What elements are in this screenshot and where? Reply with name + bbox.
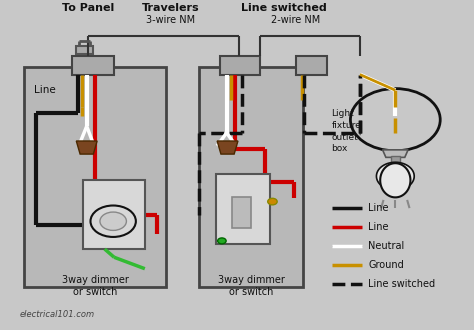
Text: Travelers: Travelers (142, 3, 200, 13)
Polygon shape (380, 163, 410, 197)
Bar (24, 67, 166, 287)
Polygon shape (376, 162, 414, 190)
Text: Line: Line (368, 203, 389, 213)
Polygon shape (217, 141, 238, 154)
Bar (232, 197, 251, 228)
Text: Line: Line (34, 85, 55, 95)
Text: 2-wire NM: 2-wire NM (272, 15, 321, 25)
Circle shape (218, 238, 226, 244)
Circle shape (268, 198, 277, 205)
Bar (391, 156, 400, 162)
Bar (216, 174, 270, 244)
Text: electrical101.com: electrical101.com (19, 311, 95, 319)
Bar (199, 67, 303, 287)
Text: 3way dimmer
or switch: 3way dimmer or switch (218, 275, 284, 297)
Circle shape (91, 206, 136, 237)
Bar (76, 46, 93, 54)
Bar (72, 56, 114, 75)
Bar (219, 56, 260, 75)
Text: Line: Line (368, 222, 389, 232)
Text: Neutral: Neutral (368, 241, 405, 251)
Bar (296, 56, 327, 75)
Text: 3way dimmer
or switch: 3way dimmer or switch (62, 275, 128, 297)
Circle shape (350, 88, 440, 151)
Text: Ground: Ground (368, 260, 404, 270)
Polygon shape (383, 150, 408, 157)
Text: To Panel: To Panel (62, 3, 114, 13)
Text: Line switched: Line switched (368, 279, 436, 289)
Text: Light
fixture
outlet
box: Light fixture outlet box (331, 109, 361, 153)
Bar (83, 180, 145, 249)
Text: Line switched: Line switched (241, 3, 327, 13)
Polygon shape (76, 141, 97, 154)
Text: 3-wire NM: 3-wire NM (146, 15, 195, 25)
Circle shape (100, 212, 127, 230)
